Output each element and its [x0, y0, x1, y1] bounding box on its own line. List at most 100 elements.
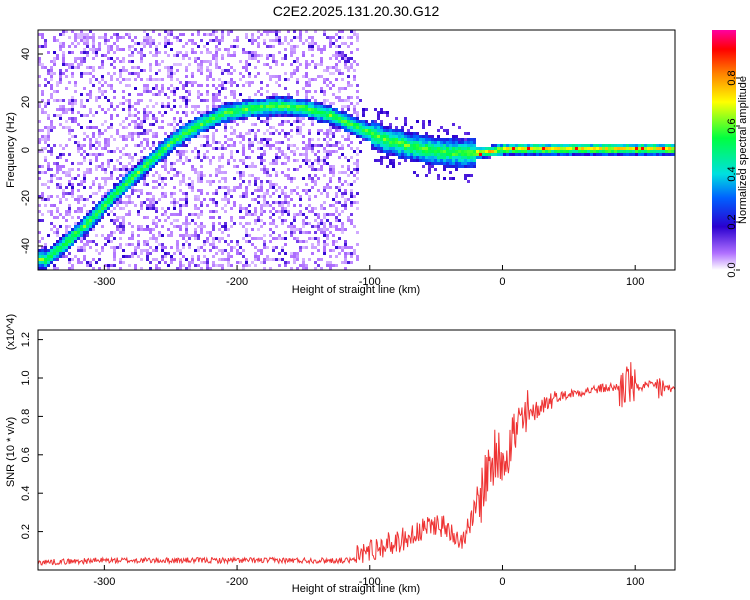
heatmap-cell	[272, 57, 275, 60]
heatmap-cell	[59, 243, 62, 246]
heatmap-cell	[59, 45, 62, 48]
heatmap-cell	[452, 150, 455, 153]
heatmap-cell	[386, 153, 389, 156]
heatmap-cell	[266, 90, 269, 93]
heatmap-cell	[503, 147, 506, 150]
heatmap-cell	[455, 150, 458, 153]
heatmap-cell	[626, 147, 629, 150]
heatmap-cell	[251, 33, 254, 36]
heatmap-cell	[191, 42, 194, 45]
heatmap-cell	[53, 216, 56, 219]
heatmap-cell	[104, 264, 107, 267]
heatmap-cell	[209, 123, 212, 126]
heatmap-cell	[110, 123, 113, 126]
heatmap-cell	[308, 141, 311, 144]
heatmap-cell	[92, 207, 95, 210]
heatmap-cell	[302, 231, 305, 234]
heatmap-cell	[134, 36, 137, 39]
heatmap-cell	[155, 147, 158, 150]
heatmap-cell	[50, 177, 53, 180]
heatmap-cell	[515, 147, 518, 150]
heatmap-cell	[257, 111, 260, 114]
heatmap-cell	[269, 240, 272, 243]
heatmap-cell	[95, 153, 98, 156]
heatmap-cell	[347, 60, 350, 63]
heatmap-cell	[575, 150, 578, 153]
heatmap-cell	[221, 39, 224, 42]
heatmap-cell	[281, 150, 284, 153]
heatmap-cell	[110, 159, 113, 162]
heatmap-cell	[131, 180, 134, 183]
heatmap-cell	[290, 198, 293, 201]
heatmap-cell	[44, 252, 47, 255]
heatmap-cell	[230, 156, 233, 159]
heatmap-cell	[434, 150, 437, 153]
heatmap-cell	[140, 171, 143, 174]
heatmap-cell	[335, 114, 338, 117]
heatmap-cell	[311, 252, 314, 255]
heatmap-cell	[278, 30, 281, 33]
heatmap-cell	[386, 126, 389, 129]
heatmap-cell	[140, 165, 143, 168]
heatmap-cell	[146, 159, 149, 162]
heatmap-cell	[242, 237, 245, 240]
heatmap-cell	[242, 108, 245, 111]
heatmap-cell	[359, 129, 362, 132]
heatmap-cell	[125, 78, 128, 81]
heatmap-cell	[41, 183, 44, 186]
heatmap-cell	[464, 162, 467, 165]
heatmap-cell	[470, 162, 473, 165]
heatmap-cell	[71, 63, 74, 66]
heatmap-cell	[80, 93, 83, 96]
heatmap-cell	[320, 105, 323, 108]
heatmap-cell	[167, 72, 170, 75]
heatmap-cell	[230, 216, 233, 219]
heatmap-cell	[416, 132, 419, 135]
heatmap-cell	[272, 99, 275, 102]
heatmap-cell	[266, 54, 269, 57]
heatmap-cell	[128, 210, 131, 213]
heatmap-cell	[605, 144, 608, 147]
heatmap-cell	[110, 48, 113, 51]
heatmap-cell	[437, 141, 440, 144]
heatmap-cell	[416, 144, 419, 147]
heatmap-cell	[167, 42, 170, 45]
heatmap-cell	[200, 123, 203, 126]
heatmap-cell	[290, 225, 293, 228]
heatmap-cell	[155, 63, 158, 66]
heatmap-cell	[170, 90, 173, 93]
heatmap-cell	[56, 252, 59, 255]
heatmap-cell	[242, 138, 245, 141]
heatmap-cell	[206, 84, 209, 87]
heatmap-cell	[215, 96, 218, 99]
heatmap-cell	[161, 141, 164, 144]
heatmap-cell	[260, 207, 263, 210]
heatmap-cell	[68, 132, 71, 135]
heatmap-cell	[203, 249, 206, 252]
heatmap-cell	[185, 129, 188, 132]
heatmap-cell	[563, 144, 566, 147]
heatmap-cell	[224, 117, 227, 120]
heatmap-cell	[317, 102, 320, 105]
heatmap-cell	[323, 213, 326, 216]
heatmap-cell	[209, 144, 212, 147]
heatmap-cell	[38, 177, 41, 180]
heatmap-cell	[212, 141, 215, 144]
heatmap-cell	[122, 222, 125, 225]
heatmap-cell	[308, 138, 311, 141]
heatmap-cell	[446, 150, 449, 153]
heatmap-cell	[434, 162, 437, 165]
heatmap-cell	[119, 225, 122, 228]
heatmap-cell	[314, 30, 317, 33]
heatmap-cell	[209, 210, 212, 213]
heatmap-cell	[164, 144, 167, 147]
heatmap-cell	[275, 75, 278, 78]
heatmap-cell	[392, 135, 395, 138]
heatmap-cell	[83, 132, 86, 135]
heatmap-cell	[86, 99, 89, 102]
heatmap-cell	[608, 144, 611, 147]
heatmap-cell	[242, 66, 245, 69]
heatmap-cell	[80, 249, 83, 252]
heatmap-cell	[422, 165, 425, 168]
heatmap-cell	[212, 111, 215, 114]
